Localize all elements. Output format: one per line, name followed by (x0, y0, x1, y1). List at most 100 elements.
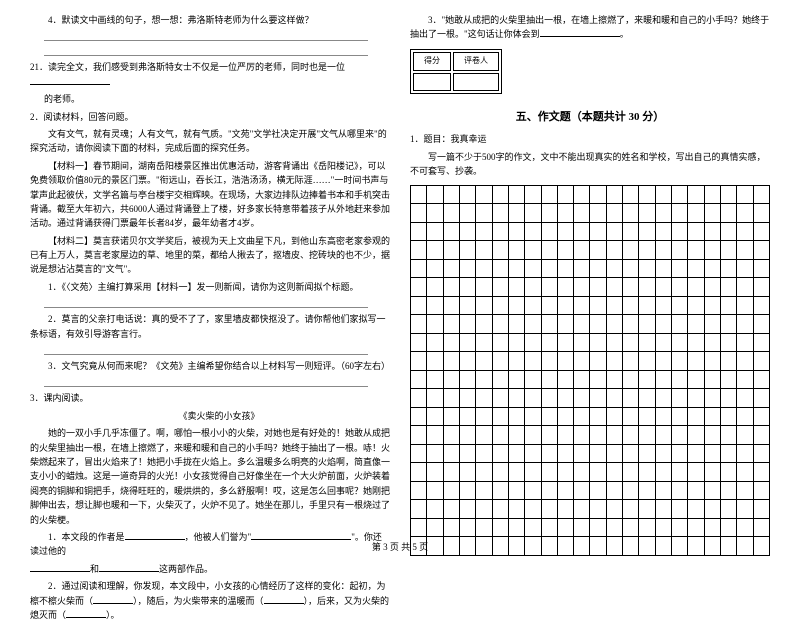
essay-cell (557, 278, 573, 297)
essay-cell (655, 315, 671, 334)
essay-cell (492, 444, 508, 463)
essay-cell (508, 481, 524, 500)
essay-cell (443, 537, 459, 556)
essay-cell (459, 389, 475, 408)
essay-cell (427, 222, 443, 241)
essay-cell (459, 278, 475, 297)
essay-cell (492, 259, 508, 278)
essay-cell (655, 481, 671, 500)
essay-cell (427, 389, 443, 408)
bq1e: 这两部作品。 (159, 564, 213, 574)
essay-cell (590, 278, 606, 297)
essay-cell (655, 518, 671, 537)
essay-cell (737, 537, 753, 556)
essay-cell (623, 352, 639, 371)
essay-cell (639, 481, 655, 500)
essay-cell (753, 259, 769, 278)
q21-suffix: 的老师。 (44, 92, 390, 106)
essay-cell (639, 537, 655, 556)
material-2: 【材料二】莫言获诺贝尔文学奖后，被视为天上文曲星下凡，到他山东高密老家参观的已有… (30, 234, 390, 277)
blank-q2: 2．通过阅读和理解，你发现，本文段中，小女孩的心情经历了这样的变化：起初，为檫不… (30, 579, 390, 622)
essay-cell (606, 185, 622, 204)
essay-cell (541, 518, 557, 537)
essay-cell (459, 500, 475, 519)
essay-cell (639, 278, 655, 297)
essay-cell (557, 500, 573, 519)
essay-cell (590, 481, 606, 500)
essay-cell (639, 352, 655, 371)
essay-cell (623, 537, 639, 556)
essay-cell (655, 352, 671, 371)
essay-cell (688, 389, 704, 408)
essay-cell (606, 259, 622, 278)
essay-cell (492, 296, 508, 315)
q2-head: 2．阅读材料，回答问题。 (30, 110, 390, 124)
essay-cell (443, 278, 459, 297)
essay-cell (574, 426, 590, 445)
section-5-title: 五、作文题（本题共计 30 分） (410, 109, 770, 127)
essay-cell (606, 481, 622, 500)
essay-cell (574, 315, 590, 334)
essay-cell (623, 241, 639, 260)
blank (30, 562, 90, 572)
essay-cell (639, 241, 655, 260)
reviewer-cell (453, 73, 499, 92)
essay-cell (606, 333, 622, 352)
essay-cell (411, 389, 427, 408)
essay-cell (753, 333, 769, 352)
essay-cell (443, 444, 459, 463)
essay-cell (737, 463, 753, 482)
essay-cell (508, 444, 524, 463)
essay-cell (427, 296, 443, 315)
essay-cell (704, 537, 720, 556)
essay-cell (737, 407, 753, 426)
essay-cell (411, 518, 427, 537)
essay-cell (655, 278, 671, 297)
essay-cell (688, 370, 704, 389)
essay-cell (525, 463, 541, 482)
essay-cell (688, 315, 704, 334)
essay-cell (541, 407, 557, 426)
essay-cell (541, 296, 557, 315)
bq1a: 1．本文段的作者是 (48, 532, 125, 542)
essay-cell (508, 518, 524, 537)
essay-cell (590, 333, 606, 352)
q4: 4．默读文中画线的句子，想一想：弗洛斯特老师为什么要这样做？ (30, 13, 390, 27)
essay-cell (688, 296, 704, 315)
essay-cell (590, 296, 606, 315)
essay-cell (623, 259, 639, 278)
essay-cell (411, 426, 427, 445)
essay-cell (737, 333, 753, 352)
essay-cell (737, 426, 753, 445)
essay-cell (753, 426, 769, 445)
essay-cell (541, 315, 557, 334)
answer-line (44, 297, 368, 308)
essay-cell (704, 389, 720, 408)
essay-cell (459, 518, 475, 537)
essay-cell (411, 278, 427, 297)
essay-cell (655, 241, 671, 260)
subq2: 2．莫言的父亲打电话说：真的受不了了，家里墙皮都快抠没了。请你帮他们家拟写一条标… (30, 312, 390, 341)
essay-cell (606, 518, 622, 537)
essay-cell (655, 444, 671, 463)
essay-cell (720, 333, 736, 352)
q3-head: 3．课内阅读。 (30, 391, 390, 405)
essay-cell (720, 389, 736, 408)
essay-cell (672, 315, 688, 334)
blank (66, 608, 106, 618)
essay-cell (590, 370, 606, 389)
essay-cell (606, 389, 622, 408)
essay-cell (508, 315, 524, 334)
essay-cell (590, 352, 606, 371)
essay-cell (639, 222, 655, 241)
essay-cell (590, 444, 606, 463)
essay-cell (672, 222, 688, 241)
essay-cell (541, 204, 557, 223)
essay-cell (427, 315, 443, 334)
essay-cell (476, 222, 492, 241)
essay-cell (737, 241, 753, 260)
essay-cell (557, 333, 573, 352)
essay-cell (590, 537, 606, 556)
essay-cell (639, 444, 655, 463)
essay-cell (639, 370, 655, 389)
